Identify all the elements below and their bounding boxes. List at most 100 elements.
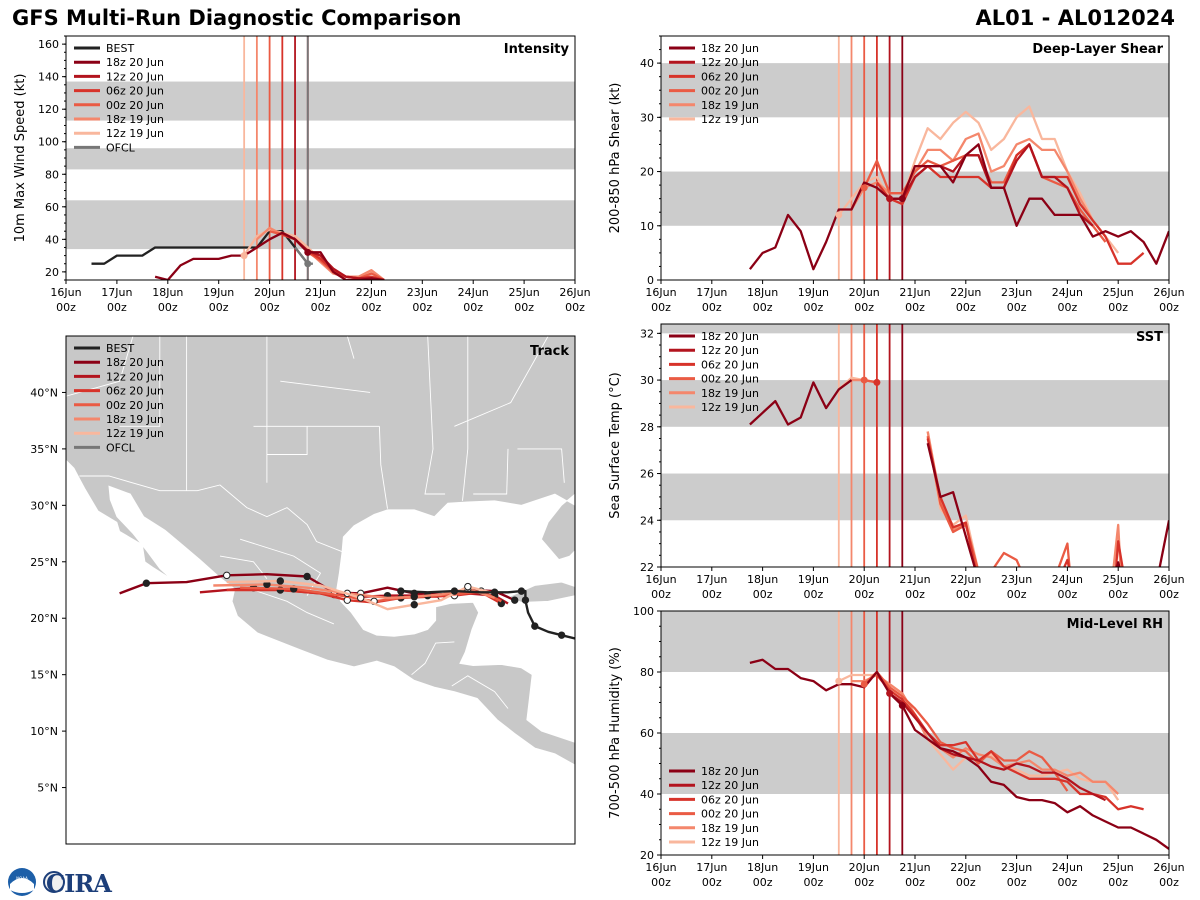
figure-title: GFS Multi-Run Diagnostic Comparison [12, 6, 462, 30]
y-tick-label: 100 [38, 136, 59, 149]
x-tick-sublabel: 00z [651, 301, 671, 314]
y-axis-label: Sea Surface Temp (°C) [608, 372, 623, 519]
x-tick-label: 25Jun [1103, 861, 1134, 874]
x-tick-sublabel: 00z [956, 876, 976, 889]
x-tick-sublabel: 00z [1058, 301, 1078, 314]
lat-tick-label: 15°N [30, 669, 58, 682]
x-tick-sublabel: 00z [260, 301, 280, 314]
admin-border [253, 589, 335, 625]
legend-label: 00z 20 Jun [701, 85, 759, 98]
noaa-wave-icon [10, 878, 34, 893]
track-point-BEST [557, 631, 566, 639]
x-tick-sublabel: 00z [514, 301, 534, 314]
legend-label: 06z 20 Jun [106, 385, 164, 398]
x-tick-sublabel: 00z [753, 588, 773, 601]
track-point-BEST [531, 622, 539, 630]
x-tick-label: 26Jun [559, 286, 590, 299]
series-marker-r12z20 [886, 195, 894, 203]
legend-label: BEST [106, 42, 134, 55]
x-tick-sublabel: 00z [804, 588, 824, 601]
track-point-r18z20 [303, 572, 311, 581]
x-tick-label: 22Jun [950, 573, 981, 586]
track-point-BEST [397, 587, 405, 595]
x-tick-label: 26Jun [1153, 286, 1184, 299]
x-tick-label: 21Jun [899, 573, 930, 586]
y-tick-label: 120 [38, 103, 59, 116]
series-line-r00z20 [863, 670, 1069, 792]
panel-rh: 20 40 60 80 100 16Jun 00z 17Jun 00z 18Jun 00z 19Jun… [608, 605, 1185, 889]
threshold-band [66, 81, 575, 121]
x-tick-label: 16Jun [645, 861, 676, 874]
x-tick-label: 25Jun [509, 286, 540, 299]
x-tick-sublabel: 00z [956, 588, 976, 601]
legend-label: 12z 20 Jun [701, 344, 759, 357]
x-tick-sublabel: 00z [804, 301, 824, 314]
panel-title: SST [1136, 330, 1163, 345]
y-tick-label: 32 [640, 327, 654, 340]
legend-label: 18z 19 Jun [701, 99, 759, 112]
y-tick-label: 60 [45, 201, 59, 214]
x-tick-sublabel: 00z [565, 301, 585, 314]
admin-border [411, 641, 455, 676]
panel-title: Intensity [504, 42, 570, 57]
x-tick-sublabel: 00z [702, 588, 722, 601]
threshold-band [661, 611, 1169, 672]
legend-label: 18z 20 Jun [106, 356, 164, 369]
series-line-r18z20 [749, 379, 853, 426]
threshold-band [66, 200, 575, 250]
x-tick-sublabel: 00z [702, 876, 722, 889]
admin-border [378, 426, 388, 509]
admin-border [454, 336, 549, 427]
y-tick-label: 20 [640, 849, 654, 862]
threshold-band [66, 148, 575, 170]
series-line-r18z20 [154, 231, 385, 280]
x-tick-label: 17Jun [696, 286, 727, 299]
x-tick-sublabel: 00z [854, 876, 874, 889]
legend-label: 12z 20 Jun [701, 56, 759, 69]
admin-border [462, 336, 469, 501]
lat-tick-label: 5°N [37, 782, 58, 795]
x-tick-sublabel: 00z [956, 301, 976, 314]
x-tick-label: 23Jun [1001, 286, 1032, 299]
x-tick-label: 17Jun [101, 286, 132, 299]
track-point-BEST [521, 596, 530, 604]
series-marker-OFCL [304, 260, 312, 268]
threshold-band [661, 733, 1169, 794]
legend-label: 00z 20 Jun [106, 399, 164, 412]
legend-label: 18z 19 Jun [106, 113, 164, 126]
legend-label: 12z 19 Jun [701, 113, 759, 126]
x-tick-label: 19Jun [798, 286, 829, 299]
legend-label: OFCL [106, 141, 136, 154]
legend-label: BEST [106, 342, 134, 355]
x-tick-sublabel: 00z [1108, 588, 1128, 601]
legend-label: 06z 20 Jun [106, 85, 164, 98]
x-tick-label: 24Jun [1052, 286, 1083, 299]
x-tick-label: 26Jun [1153, 573, 1184, 586]
legend-label: 18z 20 Jun [701, 765, 759, 778]
track-point-r18z20 [142, 579, 151, 587]
y-tick-label: 100 [633, 605, 654, 618]
plot-area [661, 324, 1169, 567]
series-line-r06z20 [1114, 540, 1124, 567]
y-tick-label: 80 [45, 168, 59, 181]
x-tick-label: 17Jun [696, 573, 727, 586]
x-tick-sublabel: 00z [1058, 876, 1078, 889]
legend-label: 18z 19 Jun [106, 413, 164, 426]
panel-track: 5°N 10°N 15°N 20°N 25°N 30°N 35°N 40°N Track BEST… [30, 335, 576, 845]
series-line-r00z20 [993, 551, 1021, 567]
series-marker-r00z20 [860, 680, 868, 688]
panel-sst: 22 24 26 28 30 32 16Jun 00z 17Jun 00z 18Jun 00z 19Ju… [608, 323, 1185, 601]
series-line-r18z20 [926, 442, 976, 567]
legend-label: 00z 20 Jun [701, 808, 759, 821]
admin-border [346, 336, 355, 359]
y-tick-label: 30 [640, 374, 654, 387]
x-tick-label: 16Jun [645, 286, 676, 299]
legend-label: 18z 19 Jun [701, 387, 759, 400]
x-tick-label: 22Jun [950, 286, 981, 299]
x-tick-label: 24Jun [1052, 573, 1083, 586]
legend-label: 06z 20 Jun [701, 793, 759, 806]
legend-label: 12z 20 Jun [701, 779, 759, 792]
admin-border [119, 336, 161, 427]
x-tick-sublabel: 00z [651, 588, 671, 601]
